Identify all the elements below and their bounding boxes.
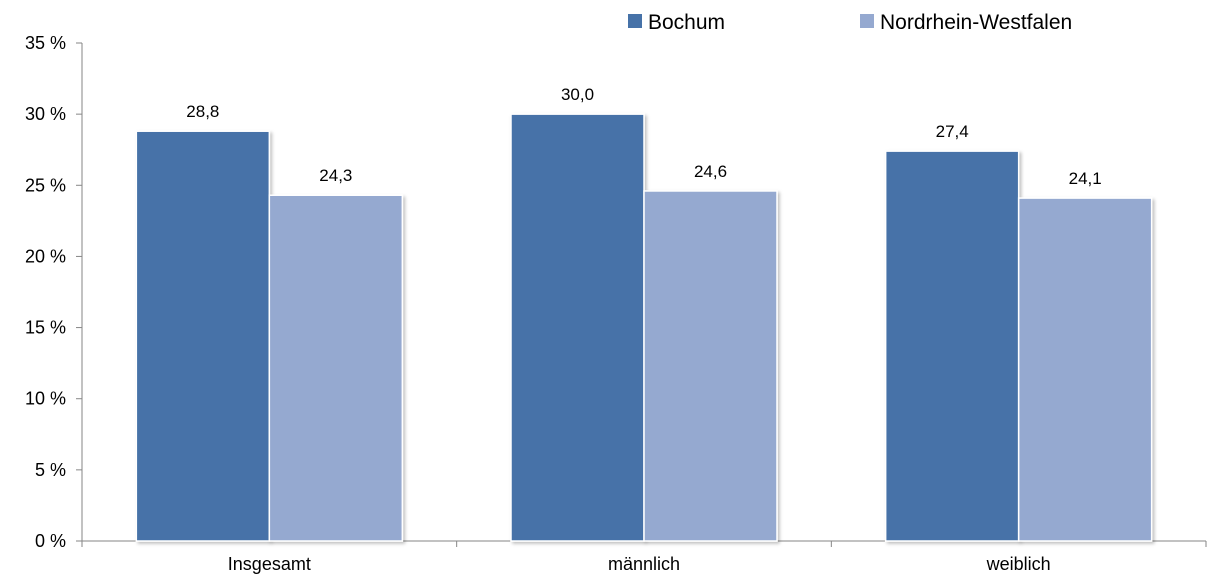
bars bbox=[135, 113, 1153, 542]
data-label: 24,3 bbox=[319, 166, 352, 185]
legend-swatch bbox=[860, 14, 874, 28]
legend-swatch bbox=[628, 14, 642, 28]
y-tick-label: 20 % bbox=[25, 246, 66, 266]
legend: Bochum Nordrhein-Westfalen bbox=[628, 11, 1072, 34]
bar-nordrhein-westfalen-3 bbox=[1017, 197, 1153, 542]
bar-bochum-2 bbox=[510, 113, 645, 542]
y-tick-label: 0 % bbox=[35, 531, 66, 551]
y-tick-label: 25 % bbox=[25, 175, 66, 195]
labels: 28,8 24,3 Insgesamt 30,0 24,6 männlich 27,4 24,… bbox=[186, 85, 1101, 574]
data-label: 24,1 bbox=[1069, 169, 1102, 188]
y-tick-label: 15 % bbox=[25, 318, 66, 338]
x-category-label: männlich bbox=[608, 554, 680, 574]
x-category-label: weiblich bbox=[986, 554, 1051, 574]
y-tick-label: 30 % bbox=[25, 104, 66, 124]
y-tick-label: 10 % bbox=[25, 389, 66, 409]
x-category-label: Insgesamt bbox=[228, 554, 311, 574]
y-tick-label: 5 % bbox=[35, 460, 66, 480]
bar-bochum-3 bbox=[884, 150, 1020, 542]
bar-nordrhein-westfalen-1 bbox=[268, 194, 404, 542]
data-label: 24,6 bbox=[694, 162, 727, 181]
bar-bochum-1 bbox=[135, 130, 271, 542]
data-label: 27,4 bbox=[936, 122, 969, 141]
data-label: 28,8 bbox=[186, 102, 219, 121]
y-tick-label: 35 % bbox=[25, 33, 66, 53]
bar-nordrhein-westfalen-2 bbox=[643, 190, 778, 542]
legend-label: Bochum bbox=[648, 11, 725, 34]
data-label: 30,0 bbox=[561, 85, 594, 104]
legend-label: Nordrhein-Westfalen bbox=[880, 11, 1072, 34]
